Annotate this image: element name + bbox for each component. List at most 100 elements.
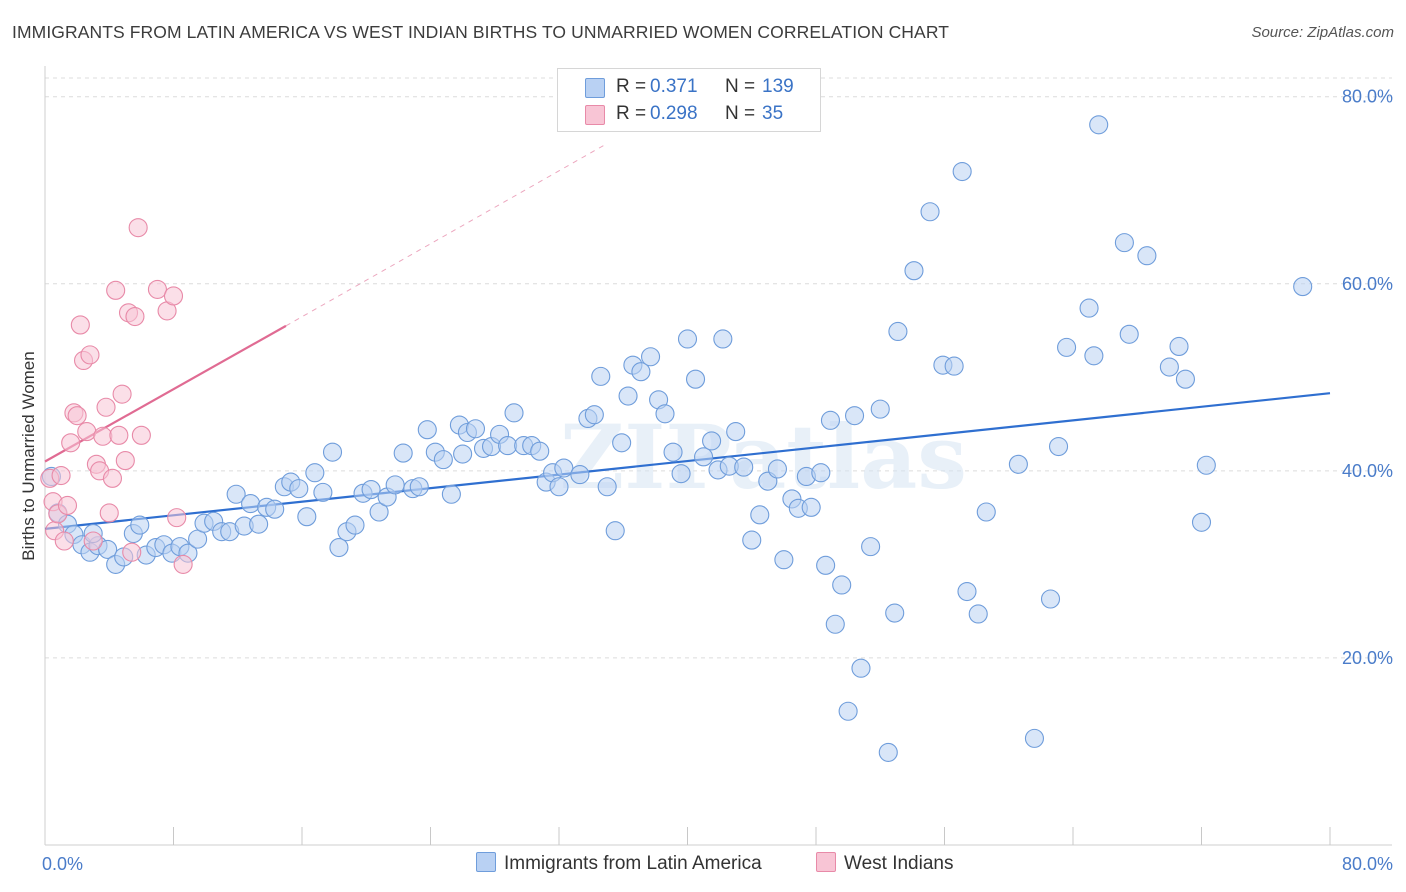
point-series-1: [80, 345, 100, 365]
point-series-1: [173, 554, 193, 574]
legend-r-value: 0.371: [650, 76, 698, 97]
point-series-1: [109, 425, 129, 445]
point-series-0: [554, 458, 574, 478]
point-series-0: [417, 420, 437, 440]
point-series-0: [904, 261, 924, 281]
correlation-legend: R = 0.371 N = 139 R = 0.298 N = 35: [557, 68, 821, 132]
point-series-1: [61, 433, 81, 453]
legend-n-value: 35: [762, 103, 784, 124]
point-series-0: [742, 530, 762, 550]
y-tick-label: 20.0%: [1342, 648, 1393, 668]
point-series-0: [801, 497, 821, 517]
data-points: [40, 115, 1313, 762]
point-series-0: [1137, 246, 1157, 266]
point-series-0: [870, 399, 890, 419]
point-series-0: [685, 369, 706, 389]
point-series-0: [767, 459, 788, 479]
point-series-0: [1159, 357, 1179, 377]
legend-n-label: N =: [725, 103, 756, 124]
point-series-0: [265, 499, 285, 519]
point-series-0: [305, 463, 325, 483]
point-series-0: [249, 514, 269, 534]
point-series-0: [361, 480, 381, 500]
point-series-0: [1040, 589, 1061, 609]
point-series-0: [549, 477, 569, 497]
point-series-0: [944, 356, 964, 376]
point-series-1: [167, 508, 187, 528]
point-series-0: [702, 431, 722, 451]
point-series-1: [112, 384, 132, 404]
point-series-1: [77, 422, 97, 442]
point-series-0: [734, 457, 754, 477]
point-series-0: [393, 443, 413, 463]
point-series-0: [441, 484, 461, 504]
bottom-legend-swatch-west-indians: [816, 852, 836, 872]
point-series-0: [504, 403, 524, 423]
point-series-0: [98, 539, 118, 559]
legend-r-value: 0.298: [650, 103, 698, 124]
watermark: ZIPatlas: [560, 405, 967, 509]
point-series-0: [329, 538, 349, 558]
legend-swatch-latin-america: [585, 78, 605, 98]
point-series-0: [671, 464, 691, 484]
tick-labels: 20.0% 40.0% 60.0% 80.0% 0.0% 80.0%: [42, 87, 1393, 874]
point-series-0: [297, 507, 317, 527]
point-series-0: [1048, 436, 1069, 457]
legend-r-label: R =: [616, 103, 647, 124]
point-series-0: [188, 529, 208, 549]
point-series-1: [96, 397, 116, 417]
point-series-0: [289, 479, 309, 499]
x-tick-label-max: 80.0%: [1342, 854, 1393, 874]
point-series-0: [241, 494, 261, 514]
point-series-0: [345, 515, 365, 535]
point-series-0: [130, 515, 150, 535]
point-series-0: [976, 502, 996, 522]
point-series-1: [131, 425, 151, 445]
legend-r-label: R =: [616, 76, 647, 97]
point-series-0: [618, 386, 638, 406]
point-series-0: [369, 502, 389, 522]
point-series-0: [631, 362, 651, 382]
point-series-0: [612, 433, 632, 453]
source-label: Source: ZipAtlas.com: [1251, 24, 1394, 41]
trend-line-series-1: [44, 324, 287, 463]
point-series-0: [1084, 346, 1104, 366]
point-series-0: [851, 658, 871, 678]
point-series-1: [147, 279, 167, 299]
point-series-0: [313, 482, 333, 502]
y-tick-label: 40.0%: [1342, 461, 1393, 481]
point-series-0: [1114, 233, 1134, 253]
point-series-0: [920, 202, 940, 222]
x-tick-label-min: 0.0%: [42, 854, 83, 874]
point-series-1: [70, 315, 90, 335]
point-series-0: [957, 581, 977, 602]
point-series-0: [322, 442, 343, 462]
point-series-0: [226, 484, 246, 504]
point-series-0: [1191, 512, 1212, 532]
point-series-0: [655, 404, 675, 424]
bottom-legend-label-west-indians: West Indians: [844, 853, 954, 874]
point-series-1: [57, 495, 78, 516]
point-series-0: [605, 521, 625, 541]
point-series-1: [102, 468, 123, 488]
point-series-0: [385, 475, 405, 495]
legend-n-value: 139: [762, 76, 794, 97]
point-series-0: [844, 406, 865, 426]
point-series-1: [128, 218, 148, 238]
point-series-0: [1175, 369, 1195, 389]
point-series-0: [641, 347, 661, 367]
point-series-0: [811, 463, 831, 483]
point-series-0: [820, 410, 841, 430]
bottom-legend-latin-america: Immigrants from Latin America: [476, 852, 762, 875]
point-series-1: [93, 426, 113, 446]
point-series-0: [750, 505, 770, 525]
legend-row-latin-america: R = 0.371 N = 139: [558, 73, 820, 101]
point-series-0: [1293, 277, 1313, 297]
point-series-0: [968, 604, 988, 624]
point-series-0: [1008, 454, 1028, 474]
trend-extension-series-1: [285, 143, 608, 327]
y-tick-label: 60.0%: [1342, 274, 1393, 294]
point-series-0: [726, 422, 746, 442]
point-series-0: [591, 366, 611, 386]
